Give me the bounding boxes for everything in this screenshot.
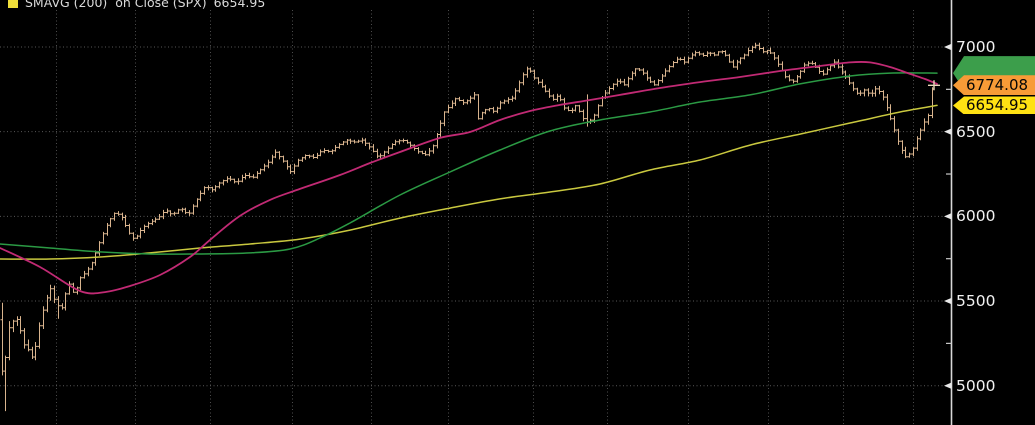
y-axis-major-tick bbox=[944, 128, 952, 135]
legend-label: SMAVG (200) on Close (SPX) bbox=[25, 0, 207, 10]
y-axis-major-tick bbox=[944, 43, 952, 51]
magenta-ma-line bbox=[0, 60, 938, 295]
yellow-ma-line bbox=[0, 104, 938, 260]
y-axis-label-6000: 6000 bbox=[956, 207, 996, 226]
green-ma-line bbox=[0, 72, 938, 255]
ohlc-bars bbox=[0, 42, 935, 412]
y-axis-major-tick bbox=[944, 297, 952, 305]
y-axis-label-7000: 7000 bbox=[956, 38, 996, 56]
y-axis-label-5000: 5000 bbox=[956, 376, 996, 395]
last-price-tag: 6774.08 bbox=[953, 75, 1035, 96]
last-price-cross-marker bbox=[928, 80, 940, 91]
y-axis-major-tick bbox=[944, 213, 952, 220]
legend-value: 6654.95 bbox=[213, 0, 266, 10]
y-axis-major-tick bbox=[944, 382, 952, 389]
yellow-ma-tag: 6654.95 bbox=[953, 96, 1035, 115]
legend-swatch-yellow bbox=[8, 0, 18, 8]
y-axis-label-5500: 5500 bbox=[956, 292, 996, 311]
y-axis-label-6500: 6500 bbox=[956, 122, 996, 141]
legend-entry-smavg200[interactable]: SMAVG (200) on Close (SPX) 6654.95 bbox=[8, 0, 265, 10]
